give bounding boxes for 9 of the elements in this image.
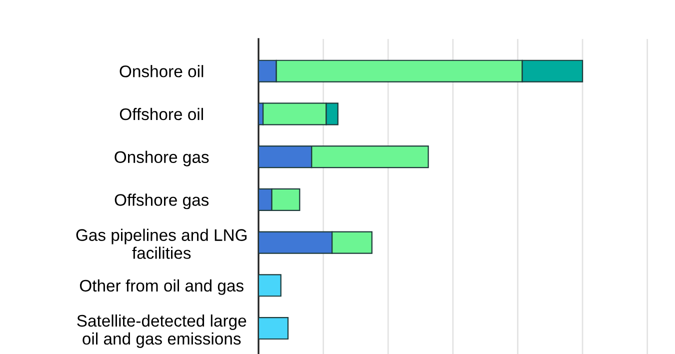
bar <box>258 317 289 340</box>
y-tick-label: Offshore oil <box>120 108 203 120</box>
y-tick-label: Onshore oil <box>120 65 204 78</box>
y-tick-label: Onshore gas <box>114 150 209 166</box>
y-tick-label: Offshore gas <box>114 194 209 210</box>
y-tick-label: Other from oil and gas <box>80 279 244 295</box>
y-tick-label: Satellite-detected large oil and gas emissions <box>77 314 246 348</box>
bar <box>258 274 282 297</box>
y-tick-label: Gas pipelines and LNG facilities <box>76 228 247 259</box>
